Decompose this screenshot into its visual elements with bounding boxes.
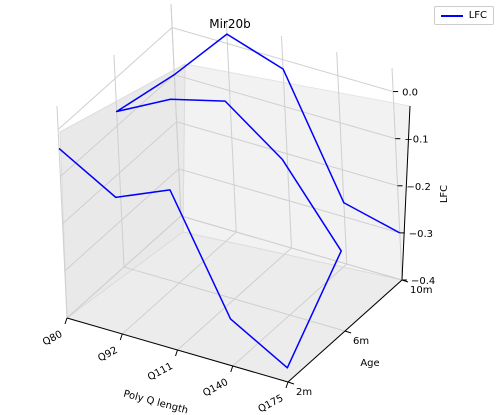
- x-tick-mark: [175, 349, 178, 357]
- z-axis-title: LFC: [439, 185, 450, 203]
- z-tick-label: −0.4: [411, 276, 435, 287]
- z-grid-line: [57, 26, 394, 130]
- x-tick-label: Q92: [96, 345, 119, 364]
- x-axis-title: Poly Q length: [122, 389, 189, 415]
- y-tick-mark: [344, 330, 352, 334]
- x-tick-mark: [230, 365, 234, 373]
- z-tick-label: −0.2: [407, 182, 431, 193]
- z-axis-line: [401, 105, 411, 281]
- z-grid-line: [66, 215, 403, 319]
- series-line-lfc: [58, 33, 401, 369]
- x-tick-label: Q111: [146, 361, 175, 383]
- chart-title: Mir20b: [209, 17, 251, 31]
- legend-line-swatch: [440, 14, 463, 17]
- y-tick-mark: [287, 381, 295, 385]
- x-tick-label: Q140: [201, 377, 230, 399]
- y-axis-title: Age: [360, 358, 379, 369]
- x-tick-mark: [285, 381, 289, 389]
- legend: LFC: [433, 6, 494, 25]
- z-tick-label: 0.0: [402, 88, 418, 99]
- z-tick-label: −0.1: [404, 135, 428, 146]
- x-tick-label: Q175: [256, 393, 285, 415]
- z-grid-line: [64, 168, 400, 272]
- y-tick-label: 10m: [410, 285, 432, 296]
- y-tick-label: 2m: [296, 387, 312, 398]
- z-grid-line: [62, 121, 398, 225]
- axis-panes: [59, 63, 411, 383]
- y-tick-label: 6m: [353, 336, 369, 347]
- x-tick-mark: [64, 317, 68, 325]
- legend-label: LFC: [468, 10, 487, 21]
- series-group: [58, 33, 401, 369]
- x-tick-mark: [119, 333, 123, 341]
- x-tick-label: Q80: [41, 329, 64, 348]
- z-tick-label: −0.3: [409, 229, 433, 240]
